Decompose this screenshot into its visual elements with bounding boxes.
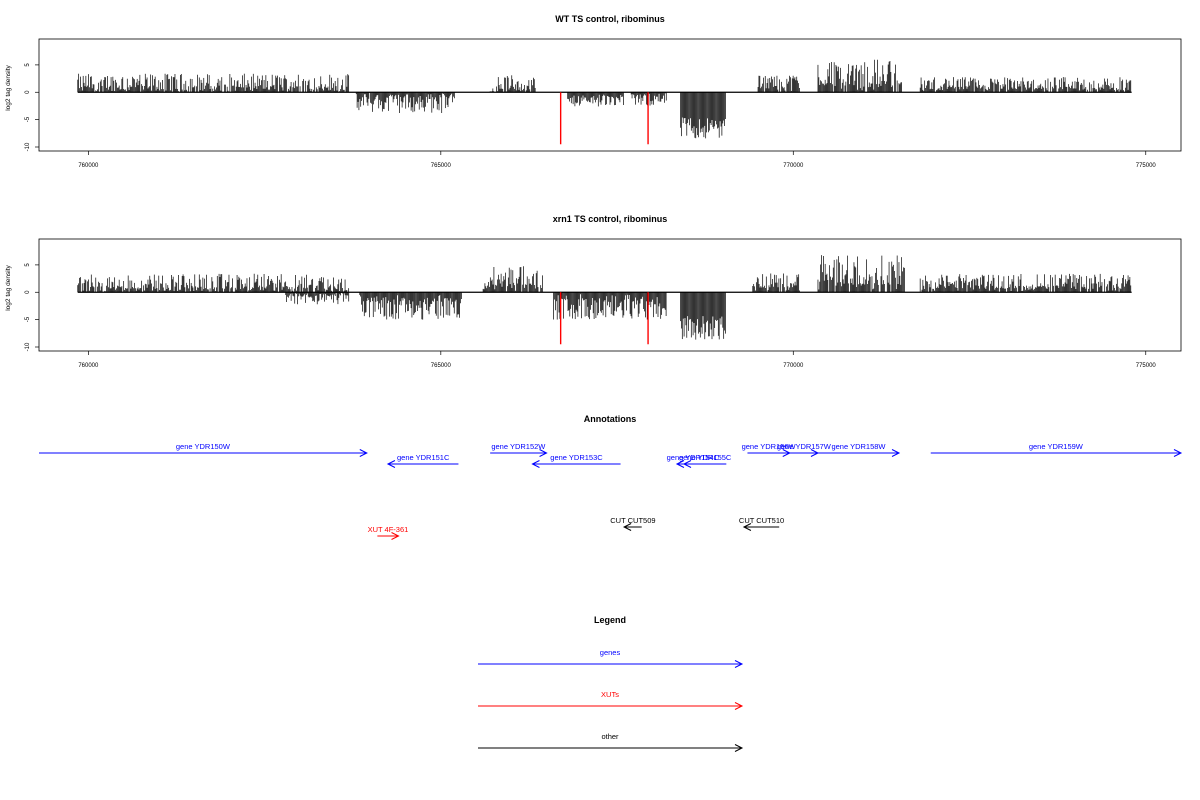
- xrn1-signal-bars: [77, 255, 1132, 340]
- xrn1-marker-lines: [559, 292, 649, 345]
- legend-item-other: other: [478, 732, 744, 752]
- annotation-feature: gene YDR153C: [531, 453, 621, 468]
- legend-label: genes: [600, 648, 621, 657]
- feature-label: gene YDR156W: [742, 442, 797, 451]
- annotation-feature: gene YDR158W: [817, 442, 901, 457]
- x-tick-label: 765000: [431, 163, 452, 169]
- y-tick-label: 5: [25, 63, 31, 67]
- feature-label: gene YDR158W: [831, 442, 886, 451]
- annotation-feature: gene YDR152W: [490, 442, 548, 457]
- xrn1-y-axis: -10 -5 0 5: [25, 263, 39, 351]
- arrow-head: [359, 449, 368, 457]
- legend-item-genes: genes: [478, 648, 744, 668]
- wt-x-axis: 760000 765000 770000 775000: [78, 151, 1156, 169]
- annotation-feature: gene YDR150W: [39, 442, 368, 457]
- feature-label: gene YDR155C: [679, 453, 732, 462]
- feature-label: gene YDR157W: [777, 442, 832, 451]
- feature-label: CUT CUT510: [739, 516, 784, 525]
- x-tick-label: 775000: [1136, 363, 1157, 369]
- wt-track-panel: WT TS control, ribominus log2 tag densit…: [5, 14, 1182, 169]
- x-tick-label: 760000: [78, 363, 99, 369]
- x-tick-label: 770000: [783, 363, 804, 369]
- arrow-head: [734, 744, 744, 752]
- arrow-head: [891, 449, 901, 457]
- annotation-features: gene YDR150W gene YDR151C gene YDR152W gene…: [39, 442, 1183, 540]
- legend-items: genes XUTs other: [478, 648, 744, 752]
- xrn1-y-axis-label: log2 tag density: [5, 264, 12, 310]
- wt-y-axis: -10 -5 0 5: [25, 63, 39, 151]
- arrow-head: [391, 532, 400, 540]
- x-tick-label: 775000: [1136, 163, 1157, 169]
- xrn1-track-title: xrn1 TS control, ribominus: [553, 214, 668, 224]
- feature-label: CUT CUT509: [610, 516, 655, 525]
- annotation-feature: gene YDR159W: [930, 442, 1183, 457]
- feature-label: gene YDR154C: [667, 453, 720, 462]
- wt-signal-bars: [77, 59, 1132, 139]
- annotations-title: Annotations: [584, 414, 637, 424]
- xrn1-track-panel: xrn1 TS control, ribominus log2 tag dens…: [5, 214, 1182, 369]
- feature-label: gene YDR159W: [1029, 442, 1084, 451]
- legend-item-xuts: XUTs: [478, 690, 744, 710]
- xrn1-x-axis: 760000 765000 770000 775000: [78, 351, 1156, 369]
- annotation-feature: CUT CUT510: [739, 516, 784, 531]
- arrow-head: [539, 449, 548, 457]
- legend-label: XUTs: [601, 690, 619, 699]
- arrow-head: [734, 702, 744, 710]
- arrow-head: [531, 460, 540, 468]
- arrow-head: [675, 460, 685, 468]
- x-tick-label: 765000: [431, 363, 452, 369]
- annotation-feature: gene YDR151C: [386, 453, 459, 468]
- annotation-feature: CUT CUT509: [610, 516, 656, 531]
- arrow-head: [622, 523, 632, 531]
- xrn1-plot-frame: [38, 238, 1182, 352]
- y-tick-label: -10: [25, 342, 31, 351]
- feature-label: gene YDR151C: [397, 453, 450, 462]
- legend-title: Legend: [594, 615, 626, 625]
- x-tick-label: 770000: [783, 163, 804, 169]
- legend-panel: Legend genes XUTs other: [478, 615, 744, 752]
- feature-label: gene YDR152W: [491, 442, 546, 451]
- x-tick-label: 760000: [78, 163, 99, 169]
- arrow-head: [682, 460, 692, 468]
- y-tick-label: 5: [25, 263, 31, 267]
- y-tick-label: 0: [25, 290, 31, 294]
- y-tick-label: -5: [25, 316, 31, 322]
- annotation-feature: gene YDR157W: [777, 442, 832, 457]
- feature-label: gene YDR153C: [550, 453, 603, 462]
- y-tick-label: -10: [25, 142, 31, 151]
- feature-label: gene YDR150W: [176, 442, 231, 451]
- arrow-head: [742, 523, 752, 531]
- wt-marker-lines: [559, 92, 649, 145]
- y-tick-label: 0: [25, 90, 31, 94]
- wt-y-axis-label: log2 tag density: [5, 64, 12, 110]
- arrow-head: [386, 460, 396, 468]
- legend-label: other: [601, 732, 619, 741]
- annotation-feature: XUT 4F-361: [368, 525, 409, 540]
- arrow-head: [1173, 449, 1183, 457]
- wt-plot-frame: [38, 38, 1182, 152]
- y-tick-label: -5: [25, 116, 31, 122]
- feature-label: XUT 4F-361: [368, 525, 409, 534]
- annotation-feature: gene YDR155C: [679, 453, 732, 468]
- arrow-head: [734, 660, 744, 668]
- wt-track-title: WT TS control, ribominus: [555, 14, 665, 24]
